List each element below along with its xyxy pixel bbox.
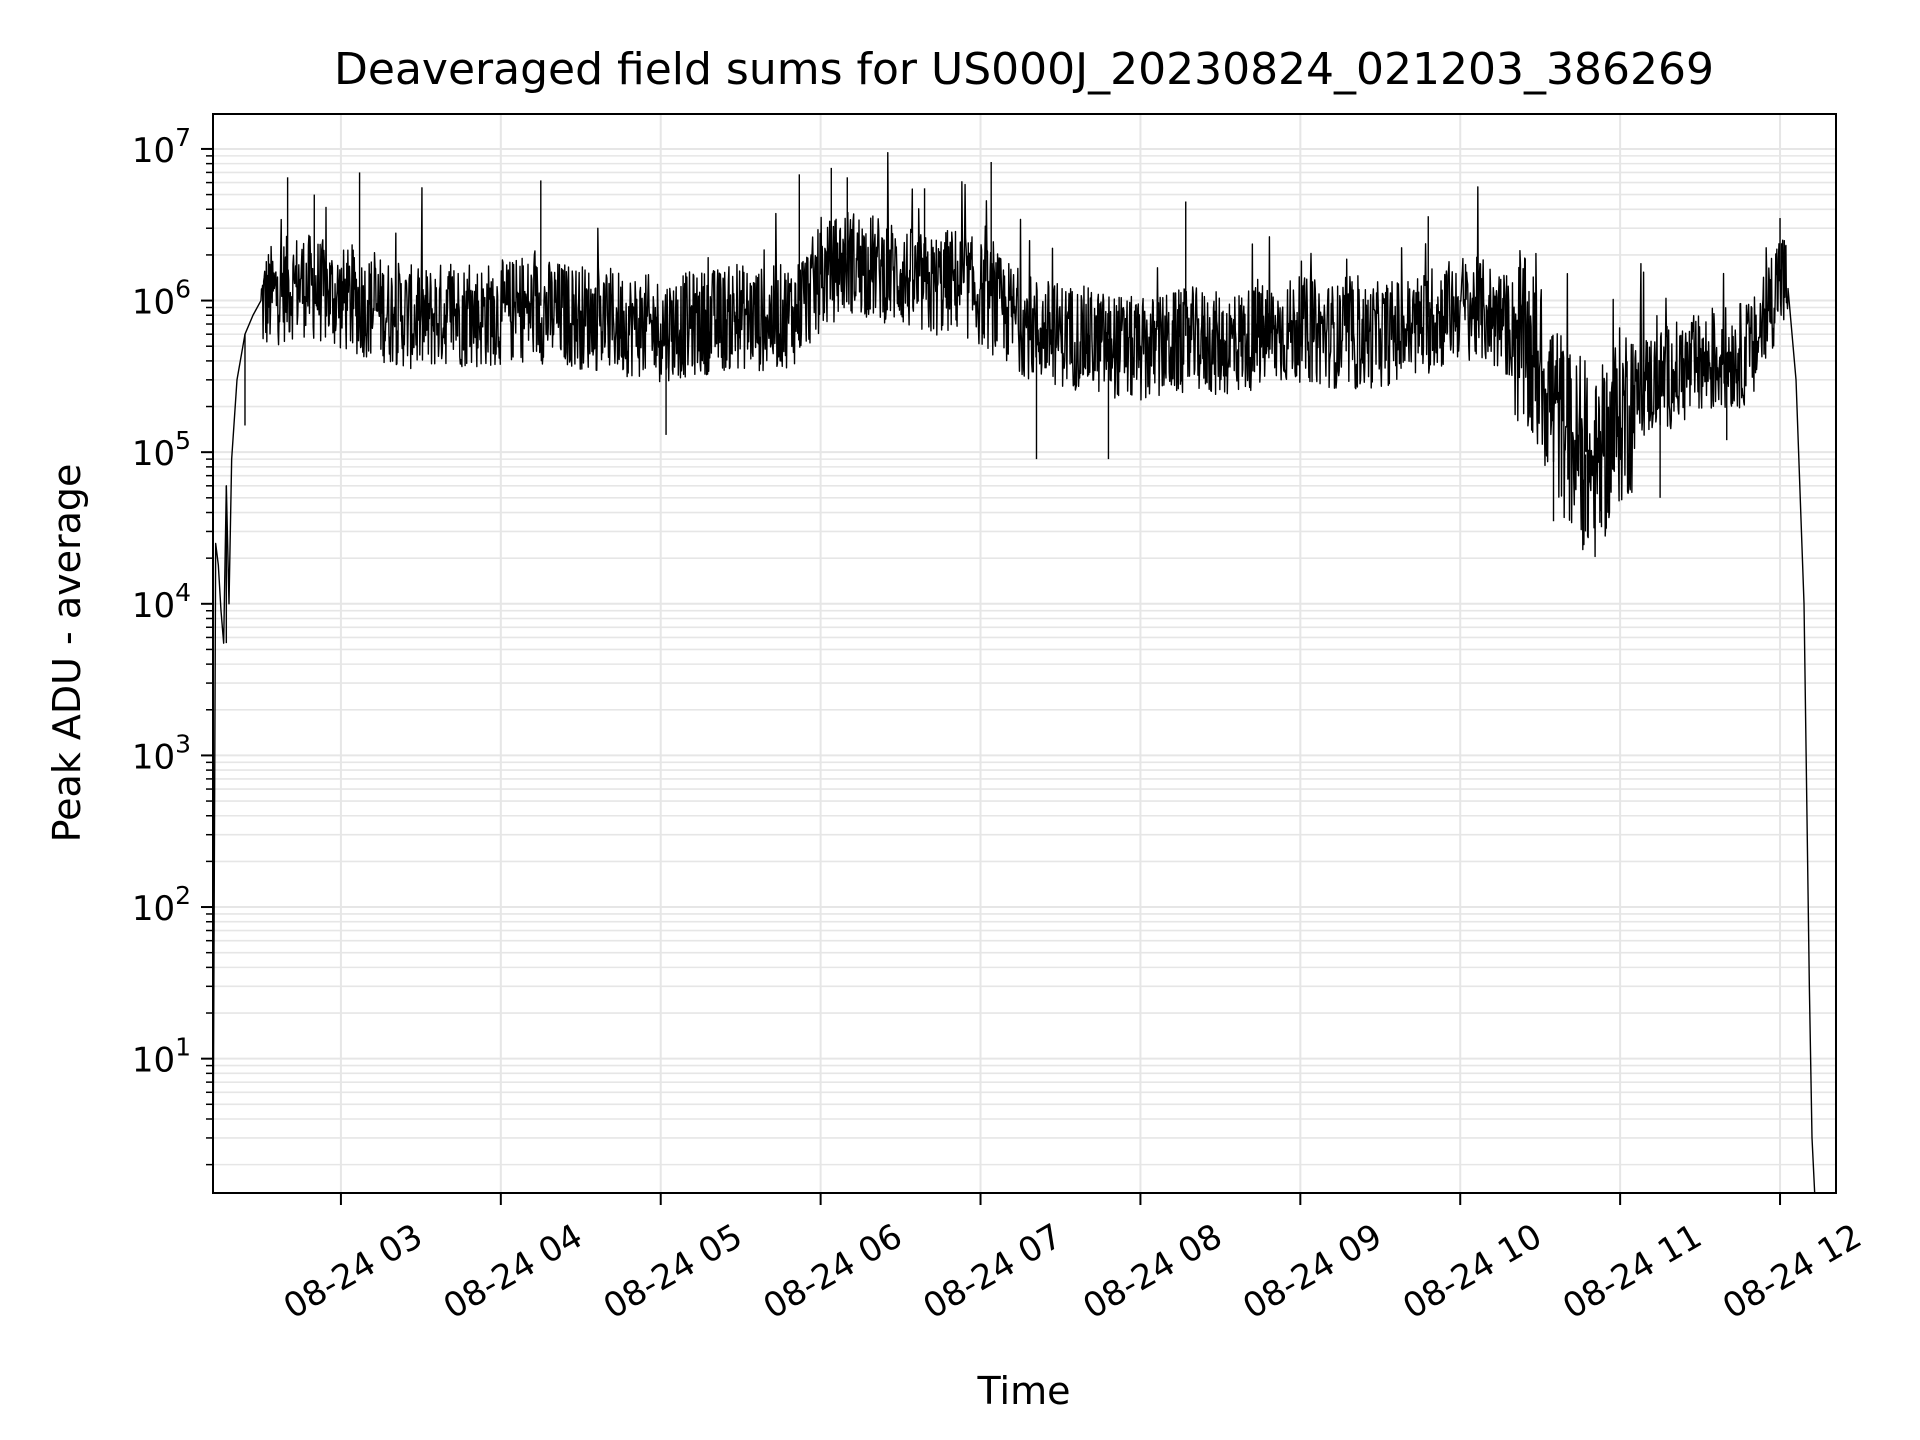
chart-title: Deaveraged field sums for US000J_2023082… (334, 44, 1714, 95)
y-tick-label: 102 (132, 881, 191, 929)
y-tick-label: 107 (132, 123, 191, 171)
y-axis-label: Peak ADU - average (45, 464, 89, 843)
x-axis-label: Time (977, 1369, 1071, 1413)
plot-frame (212, 113, 1837, 1194)
series-layer (212, 151, 1816, 1194)
y-tick-label: 104 (132, 578, 191, 626)
grid (213, 114, 1836, 1193)
y-tick-label: 101 (132, 1033, 191, 1081)
y-tick-label: 103 (132, 729, 191, 777)
y-tick-label: 106 (132, 275, 191, 323)
y-tick-label: 105 (132, 426, 191, 474)
series-line (212, 151, 1816, 1194)
